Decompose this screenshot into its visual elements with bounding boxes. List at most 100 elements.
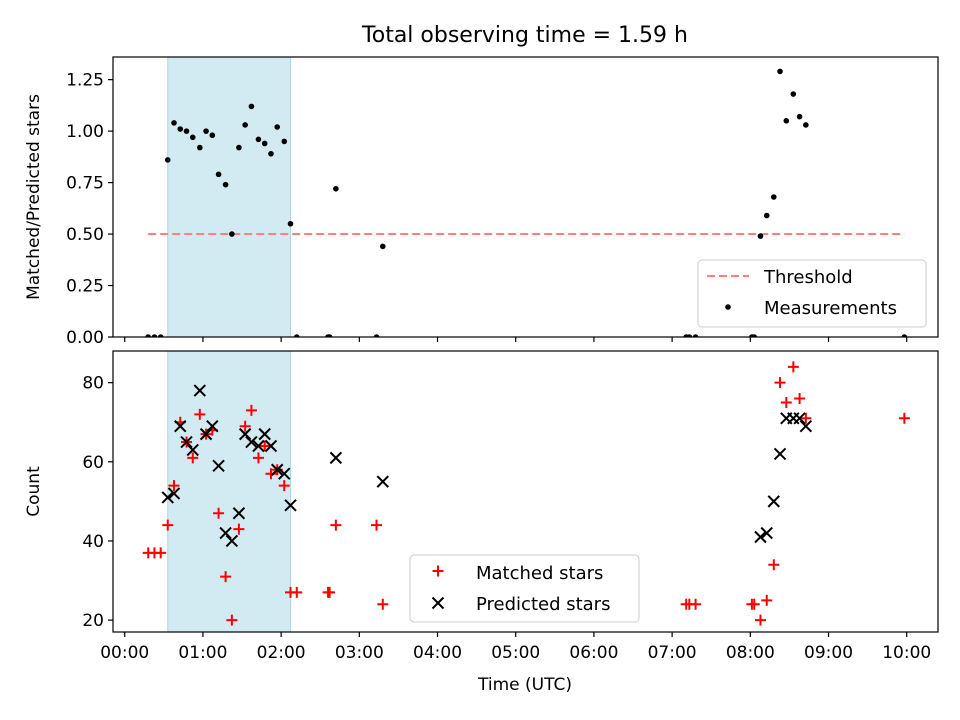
count-y-axis-label: Count	[24, 466, 44, 517]
x-tick-label: 06:00	[569, 643, 618, 663]
matched-stars-point	[787, 361, 799, 373]
measurements-point	[796, 113, 803, 120]
predicted-stars-point	[278, 467, 291, 480]
matched-stars-point	[330, 519, 342, 531]
matched-stars-point	[291, 586, 303, 598]
predicted-stars-point	[754, 530, 767, 544]
x-tick-label: 04:00	[413, 643, 462, 663]
measurements-point	[373, 334, 380, 337]
x-tick-label: 02:00	[257, 643, 306, 663]
predicted-stars-point	[799, 419, 813, 433]
predicted-stars-point	[232, 507, 246, 520]
measurements-point	[164, 157, 171, 163]
predicted-legend-swatch	[431, 596, 445, 610]
measurements-point	[763, 212, 770, 219]
matched-stars-point	[377, 598, 389, 610]
predicted-stars-point	[225, 534, 239, 548]
measurements-point	[770, 194, 777, 200]
measurements-point	[183, 128, 190, 134]
measurements-point	[287, 220, 294, 227]
predicted-stars-point	[174, 419, 187, 433]
measurements-point	[255, 136, 262, 143]
matched-stars-point	[898, 412, 910, 424]
measurements-point	[901, 334, 908, 337]
matched-stars-point	[162, 519, 174, 531]
predicted-stars-point	[219, 526, 232, 540]
x-tick-label: 00:00	[100, 643, 149, 663]
matched-stars-point	[239, 420, 251, 432]
predicted-stars-point	[206, 419, 219, 433]
measurements-point	[326, 334, 333, 337]
measurements-point	[281, 138, 288, 145]
measurements-point	[248, 103, 255, 110]
matched-stars-point	[761, 594, 773, 606]
predicted-stars-point	[238, 427, 252, 441]
predicted-stars-point	[760, 526, 773, 540]
ratio-plot-area: 0.00 0.25 0.50 0.75 1.00 1.25	[66, 56, 939, 348]
predicted-stars-point	[167, 487, 181, 500]
predicted-stars-point	[186, 443, 199, 457]
ratio-panel: 0.00 0.25 0.50 0.75 1.00 1.25 Matched/Predict…	[24, 56, 939, 348]
x-tick-label: 09:00	[804, 643, 853, 663]
predicted-stars-point	[180, 435, 193, 449]
matched-stars-point	[233, 523, 245, 535]
count-legend: Matched stars Predicted stars	[409, 554, 640, 623]
measurements-point	[242, 122, 248, 128]
measurements-point	[197, 144, 203, 151]
matched-stars-point	[768, 559, 780, 571]
ratio-y-tick-label: 0.25	[66, 277, 104, 297]
predicted-stars-point	[193, 384, 207, 397]
measurements-point	[333, 185, 339, 192]
count-axes-frame	[112, 350, 939, 633]
matched-stars-point	[800, 412, 812, 424]
measurements-point	[171, 120, 177, 126]
matched-stars-point	[252, 452, 264, 464]
matched-stars-point	[324, 586, 336, 598]
matched-stars-point	[168, 480, 180, 492]
matched-stars-point	[155, 547, 167, 559]
predicted-stars-point	[264, 439, 278, 453]
predicted-stars-point	[212, 459, 225, 472]
predicted-stars-point	[161, 491, 174, 504]
measurements-point	[379, 243, 386, 250]
matched-legend-label: Matched stars	[476, 563, 603, 584]
ratio-y-tick-label: 0.00	[66, 328, 104, 348]
matched-stars-point	[278, 480, 290, 492]
predicted-stars-point	[793, 412, 806, 425]
x-tick-label: 01:00	[178, 643, 227, 663]
ratio-legend: Threshold Measurements	[697, 259, 927, 328]
measurements-point	[777, 68, 783, 75]
predicted-stars-point	[284, 499, 297, 512]
matched-stars-point	[226, 614, 238, 626]
measurements-point	[209, 132, 216, 139]
measurements-point	[686, 334, 693, 337]
x-tick-label: 03:00	[335, 643, 384, 663]
measurements-point	[177, 126, 184, 132]
measurements-point	[203, 128, 209, 134]
measurements-legend-swatch	[725, 304, 731, 310]
measurements-point	[803, 122, 809, 128]
predicted-stars-point	[329, 451, 343, 465]
x-tick-label: 10:00	[882, 643, 931, 663]
ratio-shaded-span	[167, 56, 292, 338]
predicted-stars-point	[252, 439, 265, 453]
predicted-stars-point	[376, 475, 389, 488]
x-tick-label: 07:00	[648, 643, 697, 663]
ratio-y-tick-label: 0.50	[66, 225, 104, 245]
ratio-axes-frame	[112, 56, 939, 338]
measurements-point	[293, 334, 300, 337]
measurements-legend-label: Measurements	[764, 298, 897, 319]
matched-stars-point	[259, 440, 271, 452]
measurements-point	[229, 231, 235, 237]
measurements-point	[236, 144, 242, 151]
measurements-point	[783, 118, 790, 124]
matched-stars-point	[213, 507, 225, 519]
matched-stars-point	[748, 598, 760, 610]
count-shaded-span	[167, 350, 292, 633]
measurements-point	[151, 334, 158, 337]
measurements-point	[261, 140, 268, 147]
count-legend-frame	[409, 554, 640, 623]
matched-stars-point	[690, 598, 702, 610]
measurements-point	[189, 134, 196, 141]
